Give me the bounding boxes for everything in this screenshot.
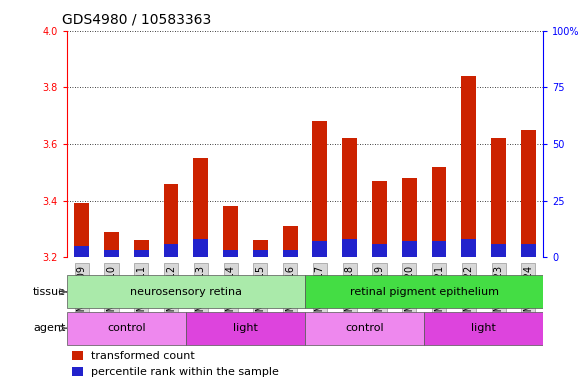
Bar	[424, 312, 543, 345]
Bar	[402, 178, 417, 257]
Bar	[342, 138, 357, 257]
Bar	[305, 312, 424, 345]
Bar	[71, 351, 84, 360]
Text: light: light	[233, 323, 258, 333]
Text: retinal pigment epithelium: retinal pigment epithelium	[350, 287, 498, 297]
Bar	[402, 242, 417, 257]
Bar	[67, 312, 186, 345]
Text: transformed count: transformed count	[91, 351, 195, 361]
Text: control: control	[107, 323, 146, 333]
Bar	[134, 240, 149, 257]
Bar	[432, 242, 446, 257]
Text: tissue: tissue	[33, 287, 65, 297]
Text: agent: agent	[33, 323, 65, 333]
Bar	[134, 250, 149, 257]
Bar	[186, 312, 305, 345]
Bar	[305, 275, 543, 308]
Bar	[372, 181, 387, 257]
Bar	[253, 240, 268, 257]
Bar	[193, 239, 208, 257]
Bar	[104, 232, 119, 257]
Bar	[253, 250, 268, 257]
Bar	[193, 158, 208, 257]
Bar	[283, 226, 297, 257]
Bar	[74, 204, 89, 257]
Bar	[342, 239, 357, 257]
Bar	[104, 250, 119, 257]
Bar	[521, 130, 536, 257]
Bar	[372, 244, 387, 257]
Bar	[223, 206, 238, 257]
Text: GDS4980 / 10583363: GDS4980 / 10583363	[62, 13, 211, 27]
Bar	[71, 367, 84, 376]
Text: percentile rank within the sample: percentile rank within the sample	[91, 367, 278, 377]
Bar	[313, 242, 327, 257]
Bar	[313, 121, 327, 257]
Bar	[164, 244, 178, 257]
Bar	[283, 250, 297, 257]
Text: neurosensory retina: neurosensory retina	[130, 287, 242, 297]
Bar	[74, 246, 89, 257]
Text: control: control	[345, 323, 384, 333]
Bar	[432, 167, 446, 257]
Bar	[461, 76, 476, 257]
Bar	[223, 250, 238, 257]
Bar	[67, 275, 305, 308]
Bar	[491, 138, 506, 257]
Text: light: light	[471, 323, 496, 333]
Bar	[164, 184, 178, 257]
Bar	[461, 239, 476, 257]
Bar	[491, 244, 506, 257]
Bar	[521, 244, 536, 257]
